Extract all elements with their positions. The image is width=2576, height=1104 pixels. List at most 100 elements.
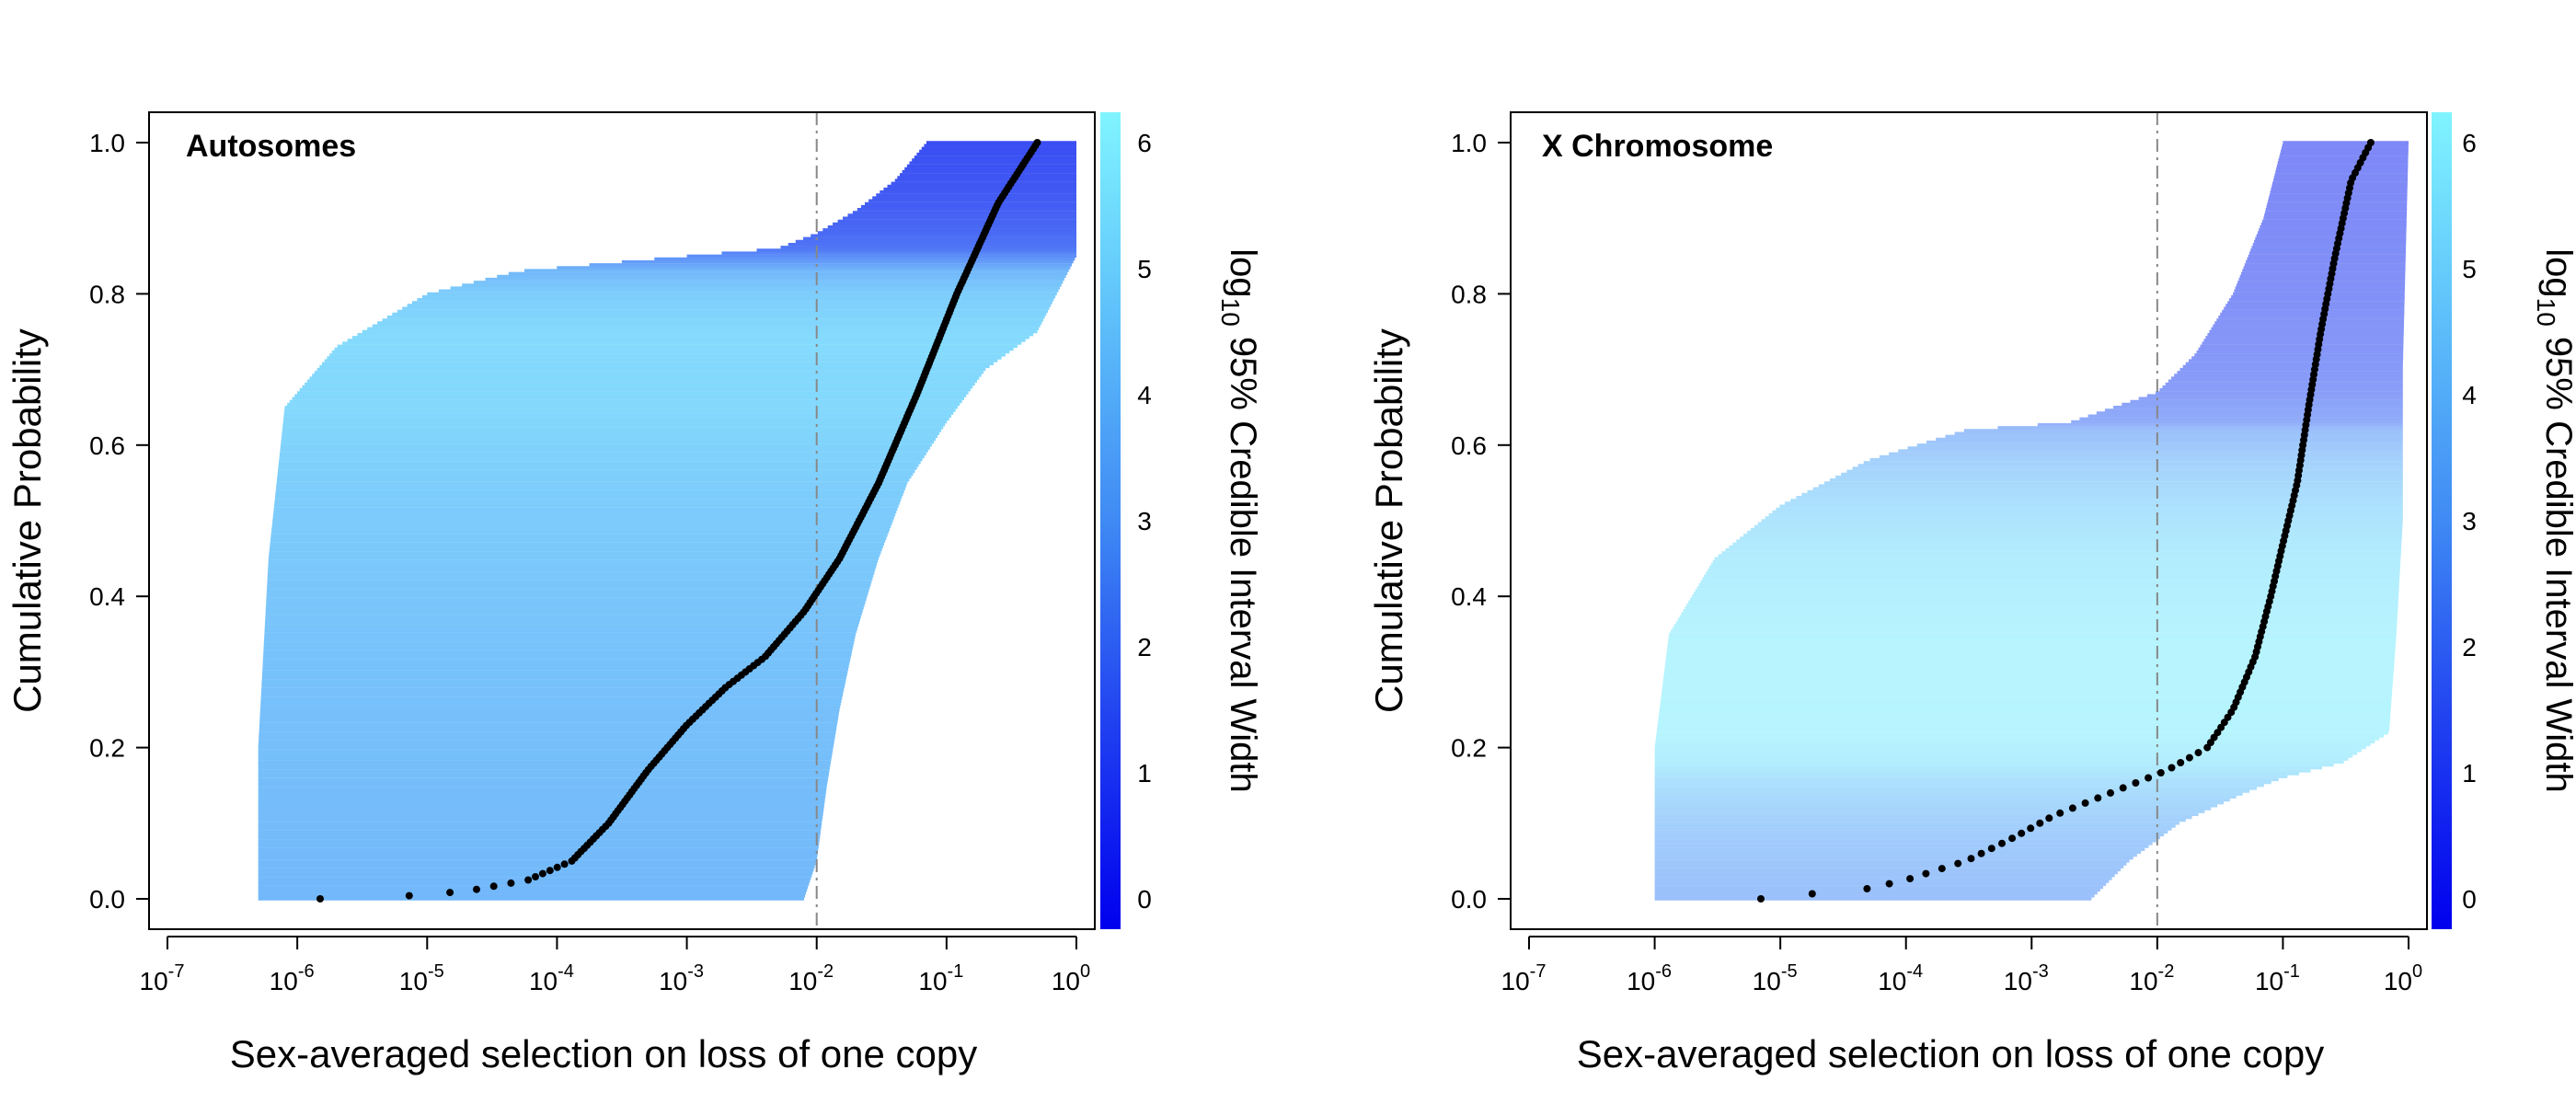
credible-interval-bars [1654, 141, 2409, 901]
x-tick-label: 10-3 [659, 961, 704, 995]
median-point [524, 876, 533, 884]
colorbar-tick-label: 4 [1137, 381, 1152, 409]
y-tick-label: 0.4 [1451, 582, 1487, 611]
x-tick-label: 10-3 [2004, 961, 2049, 995]
median-point [2194, 749, 2202, 757]
colorbar-tick-label: 5 [1137, 255, 1152, 283]
median-point [2027, 824, 2035, 833]
x-tick-label: 10-1 [918, 961, 963, 995]
median-point [2107, 788, 2114, 797]
y-tick-label: 0.6 [1451, 431, 1487, 460]
x-axis-title: Sex-averaged selection on loss of one co… [230, 1032, 978, 1075]
y-tick-label: 0.4 [89, 582, 125, 611]
median-point [316, 895, 324, 903]
median-point [1922, 869, 1930, 878]
median-point [532, 873, 539, 880]
median-point [538, 869, 546, 878]
x-tick-label: 10-4 [1878, 961, 1923, 995]
x-axis-title: Sex-averaged selection on loss of one co… [1577, 1032, 2325, 1075]
x-tick-label: 100 [1052, 961, 1090, 995]
x-tick-label: 10-6 [1627, 961, 1672, 995]
colorbar-tick-label: 1 [2462, 759, 2477, 788]
median-point [1906, 875, 1915, 883]
median-point [405, 891, 413, 900]
median-point [553, 863, 561, 871]
colorbar-tick-label: 2 [1137, 633, 1152, 661]
x-tick-label: 10-7 [1501, 961, 1547, 995]
y-axis-title: Cumulative Probability [6, 328, 49, 713]
x-tick-label: 10-5 [1753, 961, 1798, 995]
median-point [2177, 759, 2185, 766]
median-point [1757, 895, 1765, 903]
y-tick-label: 1.0 [1451, 129, 1487, 157]
colorbar-title: log10 95% Credible Interval Width [2532, 248, 2576, 792]
y-tick-label: 0.6 [89, 431, 125, 460]
median-point [2185, 753, 2193, 762]
median-point [2008, 834, 2017, 843]
median-point [546, 867, 554, 875]
colorbar-tick-label: 3 [2462, 507, 2477, 535]
colorbar-tick-label: 6 [2462, 129, 2477, 157]
colorbar-title: log10 95% Credible Interval Width [1216, 248, 1263, 792]
x-tick-label: 10-6 [270, 961, 315, 995]
x-tick-label: 10-5 [399, 961, 444, 995]
y-tick-label: 0.8 [89, 280, 125, 308]
colorbar-tick-label: 2 [2462, 633, 2477, 661]
median-point [2094, 794, 2102, 802]
median-point [1863, 885, 1871, 892]
median-point [1954, 859, 1962, 868]
y-tick-label: 0.2 [89, 734, 125, 763]
colorbar-tick-label: 0 [1137, 885, 1152, 914]
median-point [2366, 139, 2375, 146]
colorbar-tick-label: 3 [1137, 507, 1152, 535]
y-tick-label: 0.0 [89, 885, 125, 914]
median-point [473, 885, 480, 893]
x-tick-label: 10-2 [788, 961, 834, 995]
x-tick-label: 10-2 [2129, 961, 2174, 995]
median-point [2056, 809, 2064, 817]
x-tick-label: 100 [2384, 961, 2422, 995]
median-point [2168, 764, 2176, 772]
panel-title: X Chromosome [1542, 129, 1773, 164]
median-point [489, 882, 498, 891]
colorbar-tick-label: 4 [2462, 381, 2477, 409]
median-point [507, 879, 515, 887]
median-point [1885, 880, 1893, 888]
median-point [2081, 799, 2089, 807]
median-point [1033, 139, 1041, 146]
panel-title: Autosomes [186, 129, 356, 164]
median-point [2119, 784, 2127, 792]
median-point [2068, 804, 2076, 812]
chart-panels: 0.00.20.40.60.81.010-7 10-6 10-5 10-4 10-3 10… [6, 111, 2576, 1075]
panel-1: 0.00.20.40.60.81.010-7 10-6 10-5 10-4 10-3 10… [6, 111, 1263, 1075]
median-point [2036, 819, 2044, 827]
median-point [2156, 769, 2165, 776]
colorbar [2432, 112, 2452, 929]
median-point [1938, 865, 1946, 873]
x-tick-label: 10-1 [2255, 961, 2300, 995]
median-point [560, 860, 569, 868]
x-tick-label: 10-4 [529, 961, 574, 995]
colorbar-tick-label: 6 [1137, 129, 1152, 157]
colorbar-tick-label: 1 [1137, 759, 1152, 788]
credible-interval-bars [258, 141, 1076, 901]
y-tick-label: 0.8 [1451, 280, 1487, 308]
median-point [2018, 829, 2026, 837]
median-point [446, 889, 454, 897]
colorbar-tick-label: 5 [2462, 255, 2477, 283]
y-tick-label: 0.0 [1451, 885, 1487, 914]
median-point [2132, 779, 2140, 787]
median-point [1998, 839, 2006, 847]
y-axis-title: Cumulative Probability [1367, 328, 1410, 713]
x-tick-label: 10-7 [140, 961, 185, 995]
median-point [1987, 845, 1995, 853]
colorbar [1100, 112, 1121, 929]
median-point [2045, 814, 2053, 822]
median-point [1967, 855, 1975, 863]
median-points [1757, 139, 2375, 903]
y-tick-label: 0.2 [1451, 734, 1487, 763]
colorbar-tick-label: 0 [2462, 885, 2477, 914]
median-point [2145, 774, 2153, 782]
y-tick-label: 1.0 [89, 129, 125, 157]
